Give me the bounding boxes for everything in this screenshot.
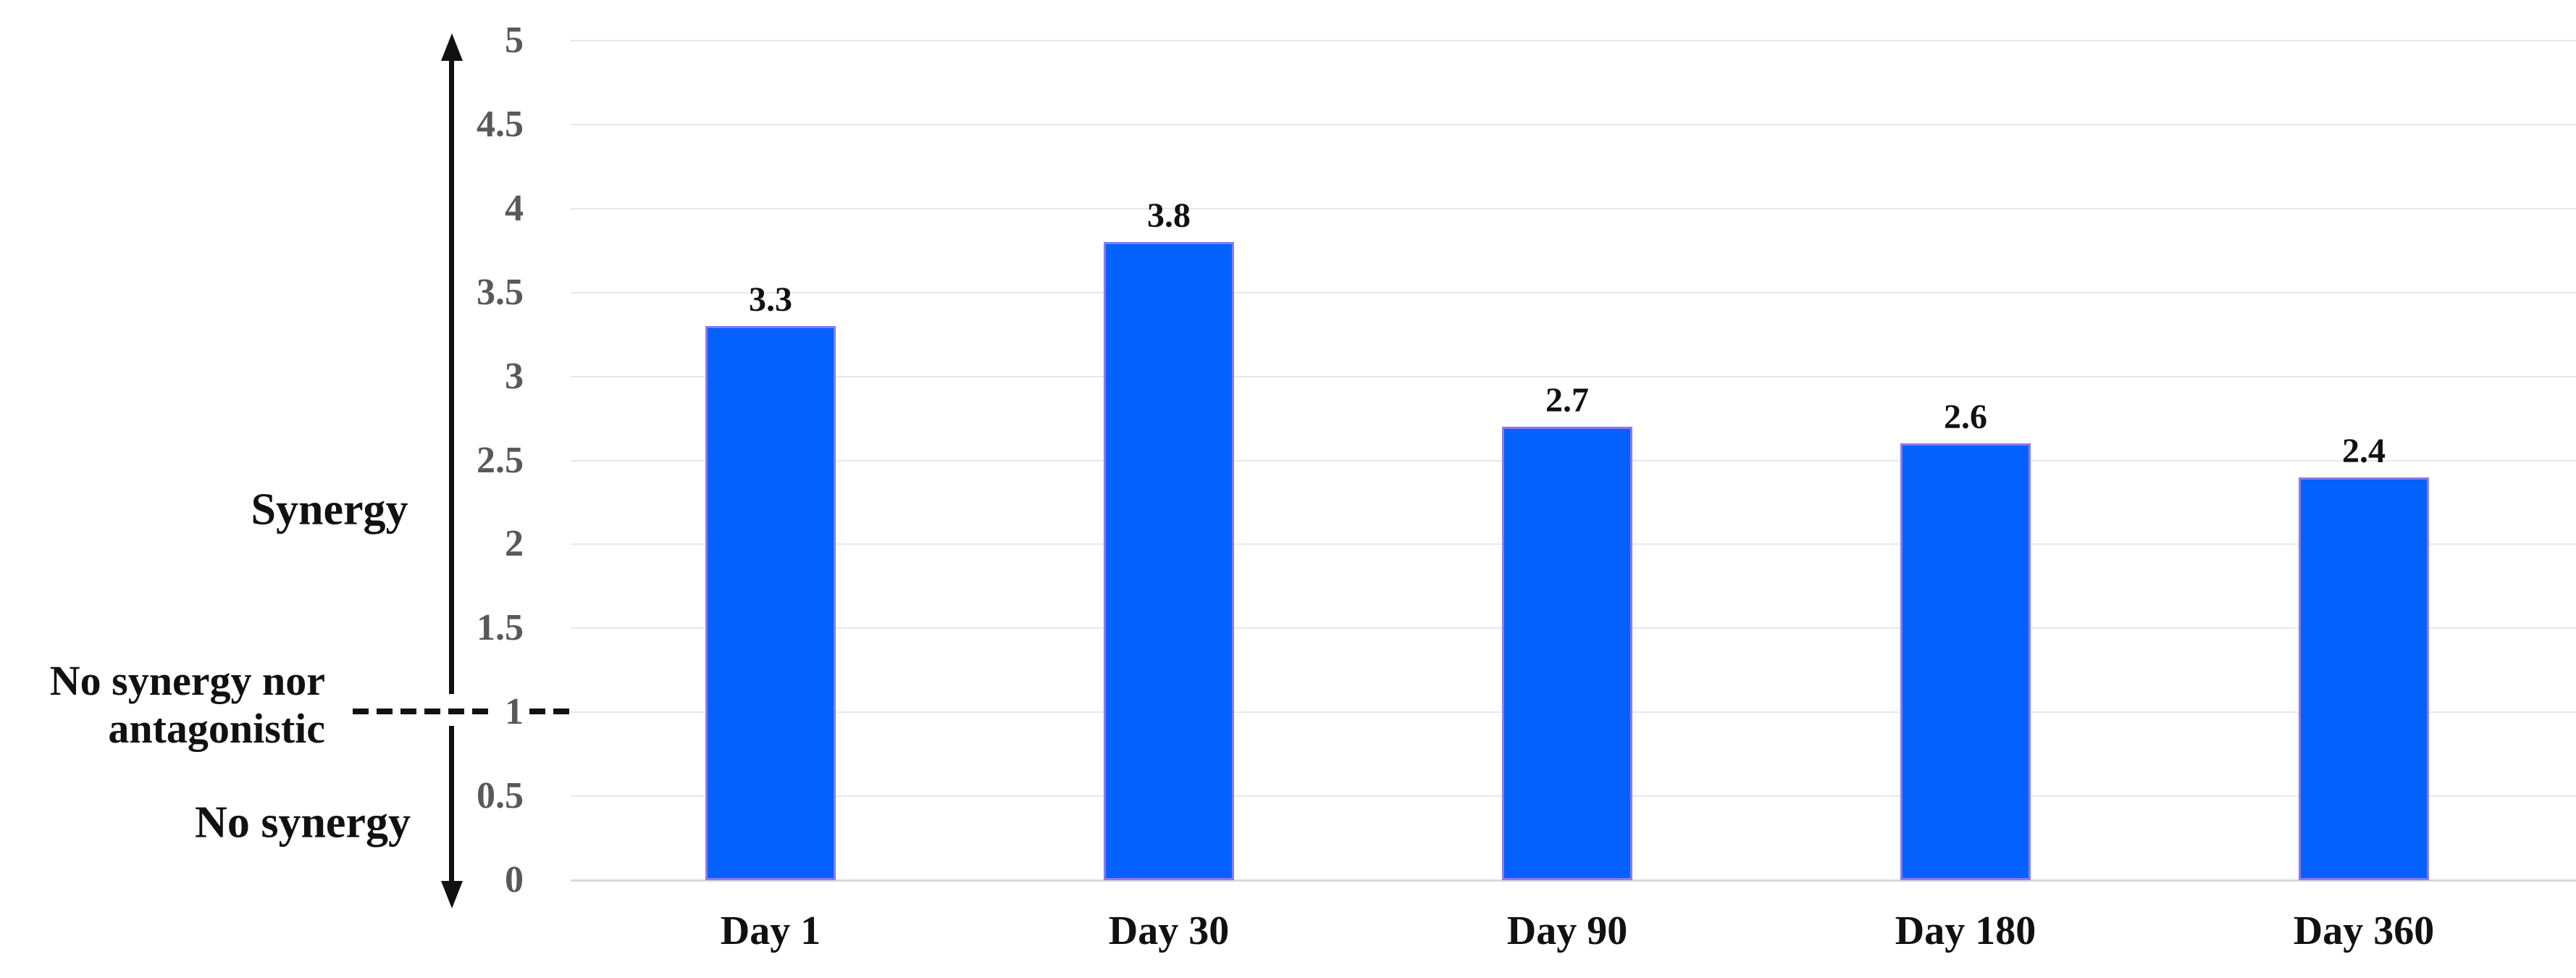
gridline (571, 207, 2576, 209)
gridline (571, 375, 2576, 377)
bar-value-label: 2.6 (1944, 398, 1987, 437)
x-axis-baseline (571, 879, 2576, 882)
y-tick-label: 2 (505, 523, 524, 565)
y-tick-label: 2.5 (477, 439, 524, 481)
x-tick-label: Day 30 (1108, 908, 1230, 953)
bar-day-90 (1502, 427, 1632, 880)
x-tick-label: Day 1 (720, 908, 821, 953)
reference-line-dashed-right (529, 709, 574, 714)
reference-line-dashed-left (353, 709, 495, 714)
y-tick-label: 5 (505, 20, 524, 61)
bar-day-30 (1104, 242, 1234, 880)
label-no-synergy: No synergy (195, 798, 411, 848)
gridline (571, 291, 2576, 293)
bar-value-label: 3.8 (1147, 196, 1191, 235)
y-tick-label: 3 (505, 355, 524, 397)
label-synergy: Synergy (251, 485, 408, 535)
y-tick-label: 3.5 (477, 271, 524, 313)
x-tick-label: Day 360 (2293, 908, 2435, 953)
bar-value-label: 3.3 (749, 280, 792, 319)
label-no-synergy-nor-antagonistic: No synergy nor antagonistic (49, 656, 325, 752)
bar-day-360 (2299, 477, 2429, 880)
y-tick-label: 4.5 (477, 103, 524, 145)
bar-value-label: 2.7 (1545, 381, 1589, 420)
y-tick-label: 1.5 (477, 607, 524, 649)
y-tick-label: 0.5 (477, 775, 524, 817)
y-axis-line-lower (449, 726, 454, 884)
bar-value-label: 2.4 (2342, 431, 2386, 470)
y-axis-arrowhead-bottom (441, 881, 463, 908)
y-tick-label: 0 (505, 859, 524, 900)
y-tick-label: 1 (505, 691, 524, 733)
gridline (571, 40, 2576, 41)
y-axis-line-upper (449, 55, 454, 694)
bar-day-180 (1900, 443, 2031, 880)
y-tick-label: 4 (505, 187, 524, 229)
x-tick-label: Day 90 (1506, 908, 1628, 953)
gridline (571, 123, 2576, 125)
x-tick-label: Day 180 (1895, 908, 2036, 953)
bar-day-1 (705, 326, 836, 880)
